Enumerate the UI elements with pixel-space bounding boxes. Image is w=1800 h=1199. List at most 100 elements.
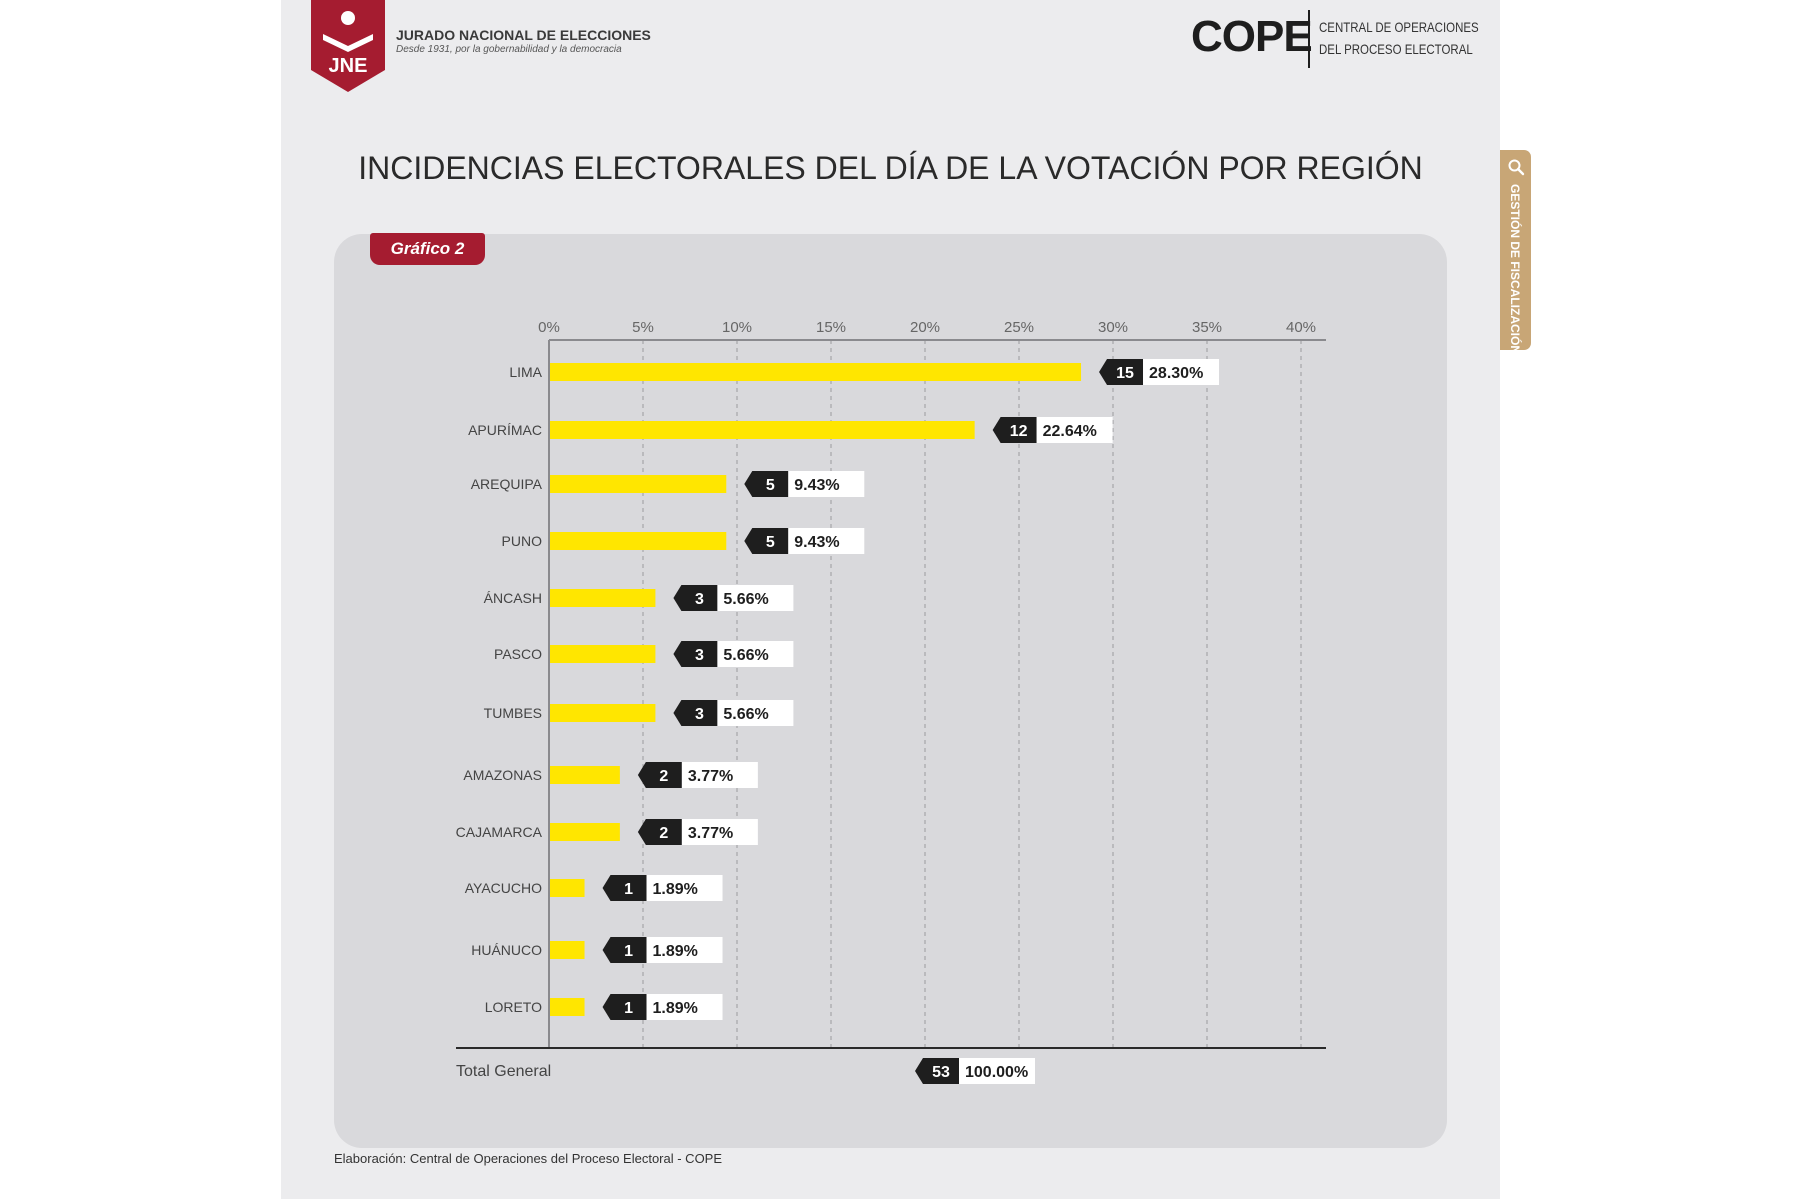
percent-label: 9.43% bbox=[794, 534, 839, 551]
chart-badge: Gráfico 2 bbox=[370, 233, 485, 265]
source-note: Elaboración: Central de Operaciones del … bbox=[334, 1151, 723, 1166]
percent-label: 5.66% bbox=[723, 647, 768, 664]
count-tag bbox=[992, 417, 1037, 443]
chart-panel bbox=[334, 234, 1447, 1148]
org-name: JURADO NACIONAL DE ELECCIONES bbox=[396, 27, 651, 43]
count-tag bbox=[602, 937, 647, 963]
category-label: AMAZONAS bbox=[463, 767, 542, 783]
count-label: 12 bbox=[1010, 423, 1028, 440]
side-tab-fiscalizacion[interactable]: GESTIÓN DE FISCALIZACIÓN bbox=[1500, 150, 1531, 354]
bar bbox=[550, 823, 620, 841]
percent-box bbox=[788, 528, 865, 554]
category-label: AYACUCHO bbox=[465, 880, 542, 896]
percent-label: 1.89% bbox=[653, 1000, 698, 1017]
percent-box bbox=[717, 700, 794, 726]
bar bbox=[550, 421, 975, 439]
count-label: 2 bbox=[659, 768, 668, 785]
percent-label: 3.77% bbox=[688, 768, 733, 785]
x-tick-label: 25% bbox=[1004, 319, 1034, 336]
percent-label: 3.77% bbox=[688, 825, 733, 842]
count-label: 3 bbox=[695, 647, 704, 664]
count-tag bbox=[637, 762, 682, 788]
count-label-total: 53 bbox=[932, 1064, 950, 1081]
category-label: ÁNCASH bbox=[484, 590, 542, 606]
count-label: 1 bbox=[624, 1000, 633, 1017]
count-label: 5 bbox=[766, 534, 775, 551]
bar bbox=[550, 941, 585, 959]
count-label: 1 bbox=[624, 881, 633, 898]
jne-logo: JNE bbox=[311, 0, 385, 92]
page-title: INCIDENCIAS ELECTORALES DEL DÍA DE LA VO… bbox=[358, 150, 1423, 186]
category-label: LIMA bbox=[509, 364, 542, 380]
x-tick-label: 40% bbox=[1286, 319, 1316, 336]
org-tagline: Desde 1931, por la gobernabilidad y la d… bbox=[396, 44, 622, 55]
cope-desc-line2: DEL PROCESO ELECTORAL bbox=[1319, 41, 1473, 57]
total-label: Total General bbox=[456, 1063, 551, 1080]
bar bbox=[550, 766, 620, 784]
count-tag bbox=[602, 875, 647, 901]
count-tag bbox=[1099, 359, 1144, 385]
search-icon bbox=[1508, 159, 1525, 176]
bar-chart: 0% 5% 10% 15% 20% 25% 30% 35% 40%LIMA 15 28.30%APU… bbox=[456, 319, 1326, 1084]
percent-box bbox=[1143, 359, 1220, 385]
percent-label: 9.43% bbox=[794, 477, 839, 494]
percent-box bbox=[646, 937, 723, 963]
category-label: PASCO bbox=[494, 646, 542, 662]
jne-logo-text: JNE bbox=[329, 55, 368, 77]
category-label: PUNO bbox=[502, 533, 543, 549]
count-tag-total bbox=[915, 1058, 959, 1084]
x-tick-label: 20% bbox=[910, 319, 940, 336]
cope-desc-line1: CENTRAL DE OPERACIONES bbox=[1319, 19, 1479, 35]
bar bbox=[550, 363, 1082, 381]
count-label: 2 bbox=[659, 825, 668, 842]
percent-box bbox=[646, 994, 723, 1020]
count-tag bbox=[744, 528, 789, 554]
bar bbox=[550, 645, 656, 663]
category-label: CAJAMARCA bbox=[456, 824, 543, 840]
side-tab-label: GESTIÓN DE FISCALIZACIÓN bbox=[1508, 184, 1522, 355]
percent-label: 5.66% bbox=[723, 591, 768, 608]
bar bbox=[550, 998, 585, 1016]
percent-label: 28.30% bbox=[1149, 365, 1203, 382]
percent-label: 5.66% bbox=[723, 706, 768, 723]
category-label: AREQUIPA bbox=[471, 476, 543, 492]
count-label: 3 bbox=[695, 706, 704, 723]
percent-box bbox=[1036, 417, 1113, 443]
x-tick-label: 0% bbox=[538, 319, 560, 336]
bar bbox=[550, 589, 656, 607]
count-tag bbox=[673, 700, 718, 726]
percent-label: 1.89% bbox=[653, 881, 698, 898]
category-label: APURÍMAC bbox=[468, 422, 542, 438]
cope-divider bbox=[1308, 10, 1310, 68]
x-tick-label: 35% bbox=[1192, 319, 1222, 336]
x-tick-label: 15% bbox=[816, 319, 846, 336]
count-tag bbox=[673, 641, 718, 667]
percent-label: 1.89% bbox=[653, 943, 698, 960]
x-tick-label: 30% bbox=[1098, 319, 1128, 336]
x-tick-label: 10% bbox=[722, 319, 752, 336]
count-tag bbox=[744, 471, 789, 497]
percent-box bbox=[717, 641, 794, 667]
percent-box-total bbox=[959, 1058, 1035, 1084]
bar bbox=[550, 532, 727, 550]
percent-label-total: 100.00% bbox=[965, 1064, 1028, 1081]
bar bbox=[550, 704, 656, 722]
category-label: HUÁNUCO bbox=[471, 942, 542, 958]
percent-label: 22.64% bbox=[1043, 423, 1097, 440]
percent-box bbox=[646, 875, 723, 901]
cope-logo: COPE bbox=[1191, 12, 1313, 61]
count-label: 1 bbox=[624, 943, 633, 960]
report-page: JNE JURADO NACIONAL DE ELECCIONES Desde … bbox=[281, 0, 1531, 1199]
percent-box bbox=[788, 471, 865, 497]
count-label: 15 bbox=[1116, 365, 1134, 382]
category-label: LORETO bbox=[485, 999, 542, 1015]
count-tag bbox=[637, 819, 682, 845]
percent-box bbox=[681, 762, 758, 788]
count-label: 5 bbox=[766, 477, 775, 494]
count-tag bbox=[673, 585, 718, 611]
count-tag bbox=[602, 994, 647, 1020]
percent-box bbox=[681, 819, 758, 845]
bar bbox=[550, 879, 585, 897]
percent-box bbox=[717, 585, 794, 611]
category-label: TUMBES bbox=[484, 705, 542, 721]
